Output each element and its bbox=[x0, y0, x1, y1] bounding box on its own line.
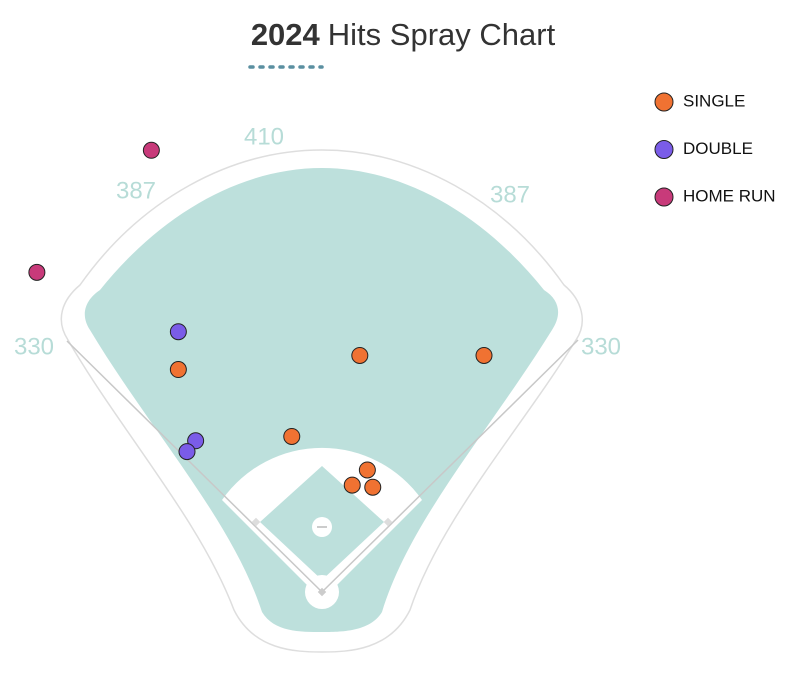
hit-point bbox=[283, 427, 301, 445]
hit-point bbox=[169, 323, 187, 341]
hit-point bbox=[169, 361, 187, 379]
hit-point bbox=[351, 346, 369, 364]
rubber bbox=[317, 526, 327, 528]
legend-label: SINGLE bbox=[683, 91, 745, 110]
hit-point bbox=[142, 141, 160, 159]
hit-point bbox=[364, 478, 382, 496]
legend-label: HOME RUN bbox=[683, 186, 776, 205]
wall-distance: 330 bbox=[14, 333, 54, 360]
foul-line bbox=[66, 340, 323, 593]
legend-marker bbox=[654, 140, 674, 159]
wall-distance: 330 bbox=[581, 333, 621, 360]
first-base bbox=[383, 517, 393, 527]
home-plate bbox=[317, 587, 327, 597]
title-year: 2024 bbox=[251, 17, 321, 52]
legend-label: DOUBLE bbox=[683, 139, 753, 158]
foul-line bbox=[321, 339, 579, 593]
wall-distance: 410 bbox=[244, 123, 284, 150]
title-text: Hits Spray Chart bbox=[328, 17, 556, 52]
wall-distance: 387 bbox=[490, 181, 530, 208]
chart-title: 2024 Hits Spray Chart bbox=[251, 17, 556, 52]
hit-point bbox=[28, 263, 46, 281]
hit-point bbox=[358, 461, 376, 479]
legend-marker bbox=[654, 92, 674, 112]
wall-distance: 387 bbox=[116, 177, 156, 204]
hit-point bbox=[178, 443, 196, 461]
outfield-grass bbox=[84, 168, 559, 632]
hit-point bbox=[475, 346, 493, 364]
legend-marker bbox=[654, 187, 674, 207]
hit-point bbox=[343, 476, 361, 494]
